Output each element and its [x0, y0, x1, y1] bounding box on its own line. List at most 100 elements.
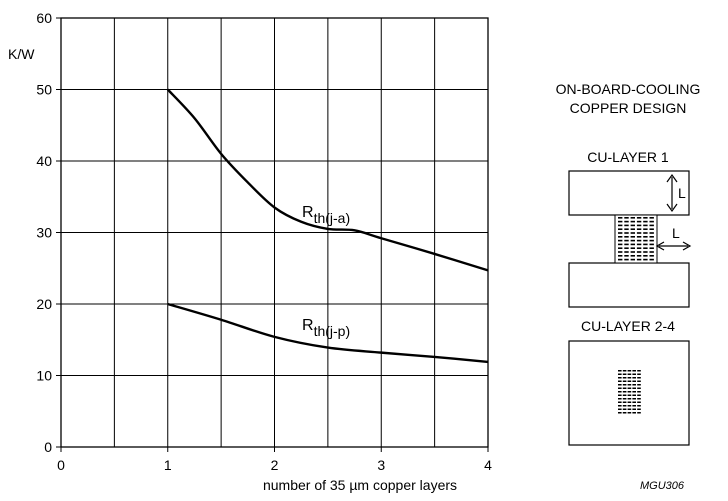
via-mark [624, 247, 629, 249]
via-mark [636, 217, 642, 219]
grid-lines [61, 18, 488, 447]
vertical-dimension-label: L [678, 185, 686, 201]
via-mark [649, 243, 654, 246]
via-mark [649, 255, 654, 257]
via-mark [630, 224, 635, 227]
via-mark [637, 377, 641, 379]
via-mark [622, 384, 627, 386]
via-mark [624, 232, 629, 234]
x-tick-labels: 0 1 2 3 4 [57, 447, 492, 473]
via-mark [618, 377, 622, 379]
via-mark [632, 412, 636, 414]
via-mark [622, 408, 627, 410]
cu-layer-1-bottom-pad [568, 262, 690, 308]
via-mark [618, 243, 623, 246]
via-mark [627, 387, 632, 389]
via-mark [632, 373, 636, 375]
via-mark [618, 391, 622, 393]
via-mark [649, 232, 654, 234]
y-tick-label: 10 [36, 368, 52, 384]
via-mark [622, 391, 627, 393]
via-mark [632, 398, 636, 400]
via-mark [622, 380, 627, 382]
via-mark [627, 370, 632, 372]
via-mark [636, 255, 642, 257]
via-mark [637, 405, 641, 407]
via-mark [637, 412, 641, 414]
via-mark [624, 217, 629, 219]
series-label-rth-jp-sub: th(j-p) [314, 323, 351, 339]
via-mark [649, 239, 654, 242]
via-mark [618, 220, 623, 223]
cu-layer-2-4-label: CU-LAYER 2-4 [581, 318, 675, 334]
via-mark [636, 228, 642, 230]
via-mark [636, 243, 642, 246]
via-mark [649, 251, 654, 253]
via-mark [624, 220, 629, 223]
series-label-rth-ja-sub: th(j-a) [314, 210, 351, 226]
via-mark [649, 247, 654, 249]
y-tick-label: 60 [36, 10, 52, 26]
via-mark [630, 255, 635, 257]
x-tick-label: 0 [57, 457, 65, 473]
via-mark [649, 258, 654, 261]
via-mark [627, 373, 632, 375]
via-mark [618, 239, 623, 242]
via-pattern-layer-2-4 [618, 370, 641, 414]
via-mark [618, 384, 622, 386]
via-mark [643, 224, 648, 227]
via-mark [637, 398, 641, 400]
via-mark [627, 377, 632, 379]
side-title-line1: ON-BOARD-COOLING [556, 81, 701, 97]
y-tick-label: 30 [36, 225, 52, 241]
via-mark [632, 391, 636, 393]
cu-layer-1-label: CU-LAYER 1 [587, 149, 669, 165]
via-mark [649, 236, 654, 238]
via-mark [622, 398, 627, 400]
via-mark [624, 243, 629, 246]
via-mark [622, 405, 627, 407]
via-mark [627, 405, 632, 407]
via-mark [637, 380, 641, 382]
via-mark [618, 387, 622, 389]
via-mark [632, 408, 636, 410]
via-mark [637, 373, 641, 375]
via-mark [643, 220, 648, 223]
via-mark [636, 251, 642, 253]
via-mark [618, 228, 623, 230]
via-mark [637, 401, 641, 403]
via-mark [618, 247, 623, 249]
via-mark [643, 228, 648, 230]
via-mark [624, 239, 629, 242]
via-mark [649, 220, 654, 223]
via-mark [627, 384, 632, 386]
via-mark [630, 232, 635, 234]
via-mark [618, 251, 623, 253]
via-mark [618, 401, 622, 403]
series-label-rth-ja: Rth(j-a) [302, 204, 350, 226]
via-mark [637, 408, 641, 410]
via-mark [618, 224, 623, 227]
via-mark [622, 387, 627, 389]
via-mark [632, 405, 636, 407]
via-mark [618, 217, 623, 219]
via-mark [643, 232, 648, 234]
via-mark [622, 370, 627, 372]
via-mark [627, 412, 632, 414]
via-mark [632, 394, 636, 396]
via-mark [643, 251, 648, 253]
via-mark [637, 391, 641, 393]
via-mark [618, 405, 622, 407]
via-mark [627, 394, 632, 396]
via-mark [622, 401, 627, 403]
via-mark [643, 217, 648, 219]
via-mark [624, 251, 629, 253]
via-mark [637, 394, 641, 396]
via-mark [643, 243, 648, 246]
via-mark [630, 239, 635, 242]
via-mark [636, 258, 642, 261]
via-mark [618, 258, 623, 261]
via-mark [636, 232, 642, 234]
via-mark [618, 232, 623, 234]
